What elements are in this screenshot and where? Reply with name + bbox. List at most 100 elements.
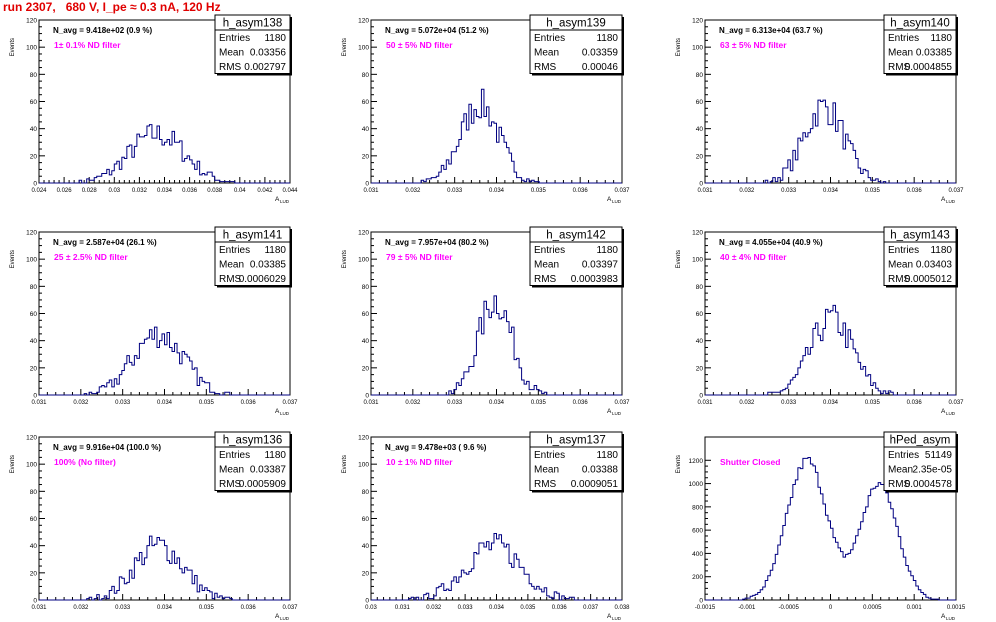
- x-tick-label: 0.033: [447, 188, 463, 194]
- x-axis-title: A: [941, 196, 946, 203]
- panel-h_asym141: 0 20 40 60 80 100 120 0.031 0.032 0.033 0.034 0.035…: [10, 226, 298, 416]
- stat-value: 0.03385: [916, 48, 953, 59]
- stat-label: Entries: [219, 33, 250, 44]
- x-tick-label: 0.036: [907, 400, 923, 406]
- panel-h_asym143: 0 20 40 60 80 100 120 0.031 0.032 0.033 0.034 0.035…: [676, 226, 964, 416]
- y-tick-label: 40: [30, 338, 38, 345]
- y-tick-label: 80: [696, 284, 704, 291]
- x-tick-label: 0.036: [907, 188, 923, 194]
- y-tick-label: 80: [30, 489, 38, 496]
- x-tick-label: 0.031: [697, 400, 713, 406]
- y-tick-label: 800: [692, 504, 703, 511]
- y-tick-label: 20: [362, 570, 370, 577]
- x-tick-label: 0: [829, 605, 833, 611]
- y-tick-label: 0: [33, 181, 37, 188]
- stat-value: 0.03388: [582, 465, 619, 476]
- y-axis-title: Events: [10, 38, 16, 56]
- stat-label: Entries: [534, 450, 565, 461]
- x-axis-title: A: [607, 613, 612, 620]
- y-tick-label: 20: [362, 153, 370, 160]
- x-tick-label: 0.032: [132, 188, 148, 194]
- y-axis-title: Events: [342, 250, 348, 268]
- x-axis-subscript: LUD: [612, 411, 622, 416]
- navg-label: N_avg = 2.587e+04 (26.1 %): [53, 238, 157, 247]
- stats-box: [214, 14, 291, 74]
- stat-label: Entries: [888, 245, 919, 256]
- stat-label: RMS: [888, 479, 911, 490]
- y-tick-label: 60: [30, 311, 38, 318]
- x-tick-label: 0.035: [199, 605, 215, 611]
- x-tick-label: 0.028: [82, 188, 98, 194]
- stat-value: 0.0005909: [239, 479, 287, 490]
- x-tick-label: 0.037: [614, 188, 630, 194]
- x-tick-label: 0.035: [531, 188, 547, 194]
- histogram-line: [371, 88, 622, 184]
- panel-h_asym139: 0 20 40 60 80 100 120 0.031 0.032 0.033 0.034 0.035…: [342, 14, 630, 204]
- x-tick-label: 0.033: [458, 605, 474, 611]
- x-tick-label: 0.04: [234, 188, 246, 194]
- y-tick-label: 120: [26, 435, 37, 442]
- x-tick-label: 0.035: [865, 188, 881, 194]
- x-tick-label: 0.035: [520, 605, 536, 611]
- navg-label: N_avg = 6.313e+04 (63.7 %): [719, 26, 823, 35]
- x-axis-title: A: [607, 196, 612, 203]
- y-tick-label: 60: [696, 99, 704, 106]
- panel-h_asym138: 0 20 40 60 80 100 120 0.024 0.026 0.028 0.03 0.032 0…: [10, 14, 298, 204]
- x-tick-label: 0.037: [948, 400, 964, 406]
- stats-box: [214, 431, 291, 491]
- y-tick-label: 20: [362, 365, 370, 372]
- x-tick-label: 0.031: [31, 400, 47, 406]
- y-axis-title: Events: [676, 250, 682, 268]
- x-axis-subscript: LUD: [946, 616, 956, 621]
- y-axis-title: Events: [676, 455, 682, 473]
- x-tick-label: 0.034: [157, 188, 173, 194]
- stat-value: 0.0009051: [571, 479, 619, 490]
- x-tick-label: 0.03: [365, 605, 377, 611]
- stats-box: [883, 14, 957, 74]
- x-tick-label: 0.032: [73, 400, 89, 406]
- panel-h_asym140: 0 20 40 60 80 100 120 0.031 0.032 0.033 0.034 0.035…: [676, 14, 964, 204]
- y-tick-label: 100: [26, 257, 37, 264]
- navg-label: N_avg = 5.072e+04 (51.2 %): [385, 26, 489, 35]
- histogram-line: [39, 124, 290, 184]
- y-tick-label: 80: [362, 72, 370, 79]
- y-tick-label: 40: [362, 543, 370, 550]
- x-tick-label: -0.0005: [778, 605, 799, 611]
- stat-label: Mean: [534, 465, 559, 476]
- stat-value: 1180: [264, 245, 286, 256]
- x-tick-label: 0.036: [241, 400, 257, 406]
- x-tick-label: 0.03: [108, 188, 120, 194]
- navg-label: N_avg = 4.055e+04 (40.9 %): [719, 238, 823, 247]
- x-tick-label: 0.031: [363, 188, 379, 194]
- y-tick-label: 60: [696, 311, 704, 318]
- x-tick-label: 0.0015: [947, 605, 966, 611]
- stat-label: Entries: [219, 450, 250, 461]
- stat-label: RMS: [534, 62, 557, 73]
- y-tick-label: 40: [30, 126, 38, 133]
- y-tick-label: 80: [30, 284, 38, 291]
- stat-value: 0.002797: [244, 62, 286, 73]
- y-tick-label: 20: [30, 365, 38, 372]
- histogram-name: h_asym139: [546, 18, 605, 30]
- x-tick-label: 0.035: [865, 400, 881, 406]
- histogram-name: h_asym143: [890, 230, 949, 242]
- x-tick-label: 0.033: [781, 400, 797, 406]
- histogram-name: hPed_asym: [890, 435, 951, 447]
- y-tick-label: 60: [362, 99, 370, 106]
- x-tick-label: -0.001: [738, 605, 756, 611]
- histogram-name: h_asym140: [890, 18, 949, 30]
- x-tick-label: 0.001: [907, 605, 923, 611]
- y-tick-label: 20: [696, 365, 704, 372]
- stat-label: Mean: [888, 260, 913, 271]
- histogram-line: [705, 456, 956, 601]
- stats-box: [529, 431, 623, 491]
- x-axis-title: A: [941, 613, 946, 620]
- stat-label: Mean: [219, 48, 244, 59]
- x-axis-title: A: [275, 613, 280, 620]
- y-tick-label: 120: [26, 18, 37, 25]
- stat-label: Mean: [534, 260, 559, 271]
- x-tick-label: 0.033: [447, 400, 463, 406]
- stat-label: Mean: [219, 260, 244, 271]
- x-axis-subscript: LUD: [280, 199, 290, 204]
- y-axis-title: Events: [342, 38, 348, 56]
